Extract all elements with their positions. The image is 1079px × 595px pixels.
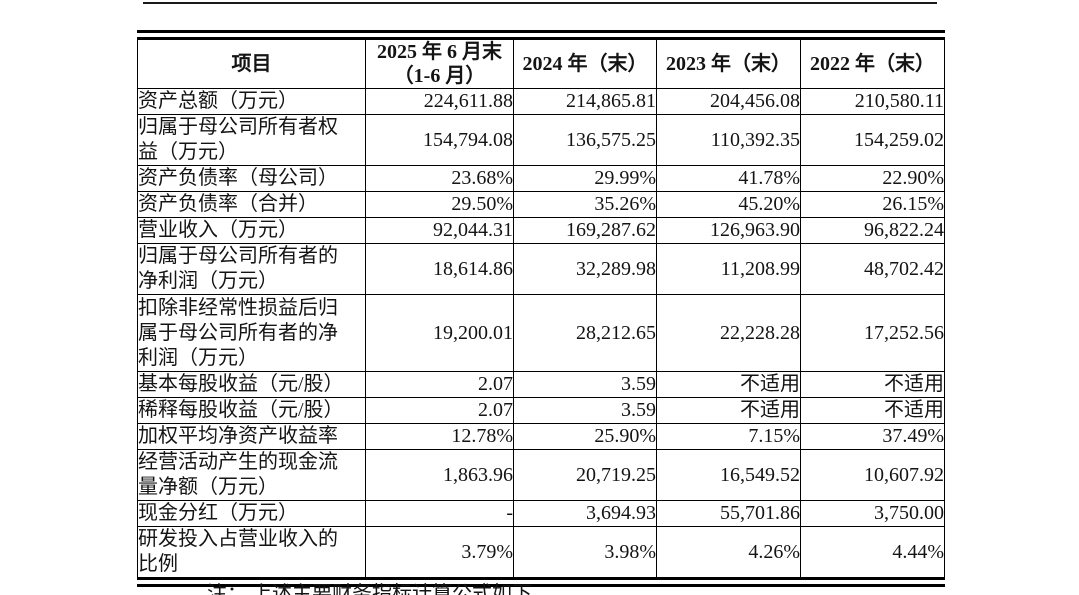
row-label: 稀释每股收益（元/股） — [137, 397, 366, 424]
cell-value: 19,200.01 — [365, 294, 514, 372]
cell-value: 96,822.24 — [800, 217, 945, 244]
cell-value: 3,750.00 — [800, 500, 945, 527]
table-row-debt-ratio-parent: 资产负债率（母公司） 23.68% 29.99% 41.78% 22.90% — [137, 165, 945, 192]
cell-value: 48,702.42 — [800, 243, 945, 295]
cell-value: 41.78% — [656, 165, 801, 192]
row-label: 基本每股收益（元/股） — [137, 371, 366, 398]
row-label: 现金分红（万元） — [137, 500, 366, 527]
cell-value: 不适用 — [656, 371, 801, 398]
cell-value: 4.26% — [656, 526, 801, 583]
cell-value: 3,694.93 — [513, 500, 657, 527]
row-label: 资产负债率（合并） — [137, 191, 366, 218]
cell-value: 136,575.25 — [513, 114, 657, 166]
cell-value: 2.07 — [365, 397, 514, 424]
cell-value: 35.26% — [513, 191, 657, 218]
cell-value: 45.20% — [656, 191, 801, 218]
cell-value: 1,863.96 — [365, 449, 514, 501]
row-label: 研发投入占营业收入的 比例 — [137, 526, 366, 583]
cell-value: 29.99% — [513, 165, 657, 192]
cell-value: 22.90% — [800, 165, 945, 192]
table-row-weighted-avg-roe: 加权平均净资产收益率 12.78% 25.90% 7.15% 37.49% — [137, 423, 945, 450]
cell-value: 3.59 — [513, 397, 657, 424]
cell-value: 210,580.11 — [800, 88, 945, 115]
table-row-net-profit-parent: 归属于母公司所有者的 净利润（万元） 18,614.86 32,289.98 1… — [137, 243, 945, 295]
cell-value: 204,456.08 — [656, 88, 801, 115]
cell-value: 18,614.86 — [365, 243, 514, 295]
cell-value: 25.90% — [513, 423, 657, 450]
cell-value: 169,287.62 — [513, 217, 657, 244]
cell-value: - — [365, 500, 514, 527]
cell-value: 10,607.92 — [800, 449, 945, 501]
cell-value: 不适用 — [800, 397, 945, 424]
cell-value: 26.15% — [800, 191, 945, 218]
row-label: 归属于母公司所有者权 益（万元） — [137, 114, 366, 166]
row-label: 加权平均净资产收益率 — [137, 423, 366, 450]
cell-value: 110,392.35 — [656, 114, 801, 166]
row-label: 经营活动产生的现金流 量净额（万元） — [137, 449, 366, 501]
row-label: 归属于母公司所有者的 净利润（万元） — [137, 243, 366, 295]
cell-value: 11,208.99 — [656, 243, 801, 295]
cell-value: 不适用 — [656, 397, 801, 424]
col-header-2022: 2022 年（末） — [800, 34, 945, 89]
top-horizontal-rule — [143, 2, 937, 4]
cell-value: 3.79% — [365, 526, 514, 583]
cell-value: 23.68% — [365, 165, 514, 192]
table-row-debt-ratio-consolidated: 资产负债率（合并） 29.50% 35.26% 45.20% 26.15% — [137, 191, 945, 218]
table-row-diluted-eps: 稀释每股收益（元/股） 2.07 3.59 不适用 不适用 — [137, 397, 945, 424]
table-row-net-profit-excl-nonrecurring: 扣除非经常性损益后归 属于母公司所有者的净 利润（万元） 19,200.01 2… — [137, 294, 945, 372]
cell-value: 17,252.56 — [800, 294, 945, 372]
col-header-2024: 2024 年（末） — [513, 34, 657, 89]
col-header-item: 项目 — [137, 34, 366, 89]
table-header-row: 项目 2025 年 6 月末 （1-6 月） 2024 年（末） 2023 年（… — [137, 34, 945, 89]
cell-value: 32,289.98 — [513, 243, 657, 295]
cell-value: 126,963.90 — [656, 217, 801, 244]
table-row-operating-cash-flow: 经营活动产生的现金流 量净额（万元） 1,863.96 20,719.25 16… — [137, 449, 945, 501]
cell-value: 16,549.52 — [656, 449, 801, 501]
cell-value: 20,719.25 — [513, 449, 657, 501]
table-row-parent-equity: 归属于母公司所有者权 益（万元） 154,794.08 136,575.25 1… — [137, 114, 945, 166]
cell-value: 29.50% — [365, 191, 514, 218]
table-row-basic-eps: 基本每股收益（元/股） 2.07 3.59 不适用 不适用 — [137, 371, 945, 398]
cell-value: 不适用 — [800, 371, 945, 398]
cell-value: 22,228.28 — [656, 294, 801, 372]
row-label: 资产负债率（母公司） — [137, 165, 366, 192]
col-header-2023: 2023 年（末） — [656, 34, 801, 89]
row-label: 营业收入（万元） — [137, 217, 366, 244]
financial-indicators-table: 项目 2025 年 6 月末 （1-6 月） 2024 年（末） 2023 年（… — [137, 30, 945, 587]
footnote-text: 注： 上述主要财务指标计算公式如下 — [207, 583, 532, 595]
cell-value: 92,044.31 — [365, 217, 514, 244]
cell-value: 28,212.65 — [513, 294, 657, 372]
cell-value: 154,794.08 — [365, 114, 514, 166]
table-row-total-assets: 资产总额（万元） 224,611.88 214,865.81 204,456.0… — [137, 88, 945, 115]
cell-value: 154,259.02 — [800, 114, 945, 166]
row-label: 扣除非经常性损益后归 属于母公司所有者的净 利润（万元） — [137, 294, 366, 372]
cell-value: 2.07 — [365, 371, 514, 398]
cell-value: 224,611.88 — [365, 88, 514, 115]
cell-value: 3.98% — [513, 526, 657, 583]
col-header-2025-jun: 2025 年 6 月末 （1-6 月） — [365, 34, 514, 89]
row-label: 资产总额（万元） — [137, 88, 366, 115]
cell-value: 3.59 — [513, 371, 657, 398]
cell-value: 55,701.86 — [656, 500, 801, 527]
table-row-rd-revenue-ratio: 研发投入占营业收入的 比例 3.79% 3.98% 4.26% 4.44% — [137, 526, 945, 583]
cell-value: 7.15% — [656, 423, 801, 450]
cell-value: 4.44% — [800, 526, 945, 583]
cell-value: 214,865.81 — [513, 88, 657, 115]
table-row-cash-dividend: 现金分红（万元） - 3,694.93 55,701.86 3,750.00 — [137, 500, 945, 527]
cell-value: 12.78% — [365, 423, 514, 450]
cell-value: 37.49% — [800, 423, 945, 450]
table-row-operating-revenue: 营业收入（万元） 92,044.31 169,287.62 126,963.90… — [137, 217, 945, 244]
